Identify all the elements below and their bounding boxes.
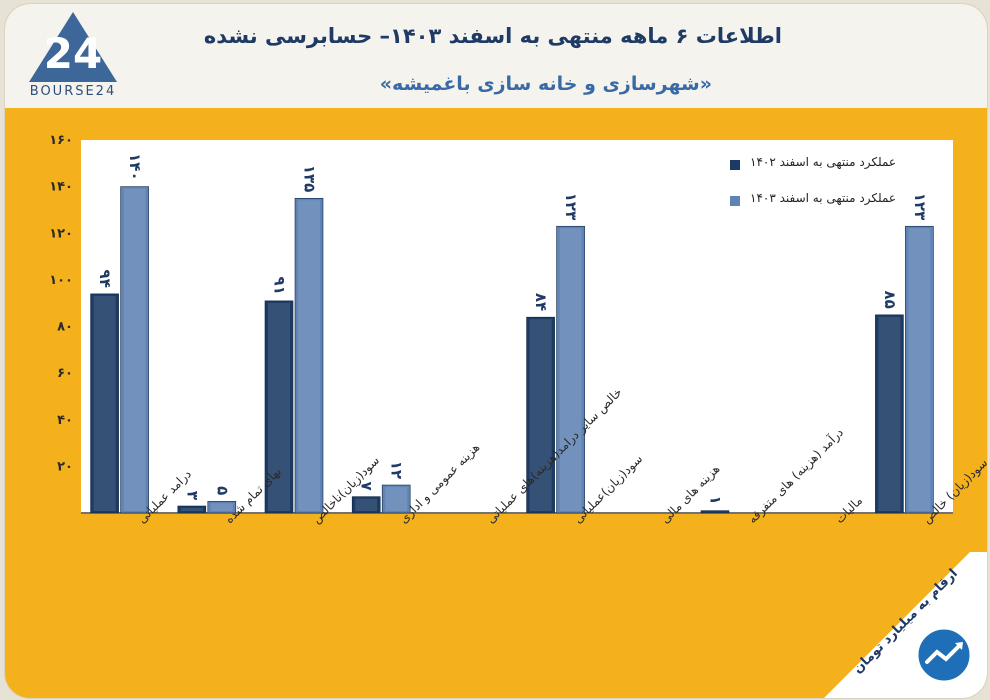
plot-area	[81, 140, 953, 514]
trend-badge-icon	[915, 626, 973, 684]
bar-highlight-0-1	[123, 188, 146, 511]
page-subtitle: «شهرسازی و خانه سازی باغمیشه»	[379, 73, 712, 95]
page-title: اطلاعات ۶ ماهه منتهی به اسفند ۱۴۰۳– حساب…	[203, 24, 782, 48]
bar-1402-3	[351, 496, 381, 514]
svg-text:24: 24	[44, 29, 102, 78]
bar-1403-9	[905, 225, 934, 514]
bar-highlight-1-0	[180, 508, 203, 511]
data-label-1403-1: ۵	[213, 486, 231, 495]
data-label-1402-0: ۹۴	[96, 270, 114, 288]
bar-highlight-5-0	[529, 319, 552, 511]
bar-1402-0	[90, 293, 119, 514]
bar-highlight-0-0	[93, 295, 116, 511]
bar-highlight-9-0	[878, 316, 901, 511]
bar-1402-5	[526, 316, 555, 514]
data-label-1403-9: ۱۲۳	[911, 193, 929, 220]
bar-1402-1	[177, 505, 207, 514]
data-label-1402-2: ۹۱	[271, 277, 289, 295]
bar-chart: ۹۴ ۱۴۰ ۳ ۵ ۹۱ ۱۳۵ ۷ ۱۲ ۸۴ ۱۲۳ ۱ ۸۵ ۱۲۳ ۲۰ ۴۰ ۶۰ ۸۰ ۱۰۰ ۱۲…	[21, 109, 987, 687]
y-tick-label-160: ۱۶۰	[49, 133, 73, 148]
logo-triangle-icon: 24	[29, 12, 117, 82]
legend-swatch-1403	[730, 196, 740, 206]
bar-1403-1	[207, 501, 237, 514]
y-tick-label-40: ۴۰	[57, 413, 73, 428]
y-tick-label-120: ۱۲۰	[49, 226, 73, 241]
bar-1402-9	[875, 314, 904, 514]
header-band: 24 BOURSE24 اطلاعات ۶ ماهه منتهی به اسفن…	[5, 4, 987, 108]
data-label-1402-5: ۸۴	[532, 293, 550, 311]
y-tick-label-60: ۶۰	[57, 366, 73, 381]
bar-1402-2	[264, 300, 294, 514]
data-label-1403-2: ۱۳۵	[301, 165, 319, 192]
y-tick-label-140: ۱۴۰	[49, 180, 73, 195]
data-label-1402-9: ۸۵	[881, 291, 899, 309]
legend-item-1403: عملکرد منتهی به اسفند ۱۴۰۳	[750, 191, 897, 205]
y-tick-label-100: ۱۰۰	[49, 273, 73, 288]
bar-highlight-2-0	[268, 302, 290, 511]
bar-highlight-2-1	[298, 200, 320, 511]
bar-1403-2	[294, 197, 324, 514]
bar-highlight-3-0	[355, 498, 378, 511]
data-label-1402-1: ۳	[183, 491, 201, 500]
bar-highlight-1-1	[210, 503, 233, 511]
bar-1403-0	[120, 186, 149, 514]
data-label-1403-0: ۱۴۰	[126, 153, 144, 180]
bar-highlight-9-1	[908, 228, 931, 511]
bar-highlight-5-1	[559, 228, 582, 511]
data-label-1402-3: ۷	[358, 482, 376, 491]
bar-1403-3	[381, 484, 411, 514]
data-label-1402-7: ۱	[707, 496, 725, 505]
bar-1403-5	[556, 225, 585, 514]
bar-1402-7	[700, 510, 730, 514]
legend-swatch-1402	[730, 160, 740, 170]
logo-text: BOURSE24	[29, 84, 117, 99]
data-label-1403-3: ۱۲	[388, 461, 406, 479]
bourse24-logo: 24 BOURSE24	[27, 10, 119, 106]
bar-highlight-3-1	[385, 487, 408, 511]
chart-card: 24 BOURSE24 اطلاعات ۶ ماهه منتهی به اسفن…	[4, 3, 988, 699]
data-label-1403-5: ۱۲۳	[562, 193, 580, 220]
y-tick-label-80: ۸۰	[57, 320, 73, 335]
legend-item-1402: عملکرد منتهی به اسفند ۱۴۰۲	[750, 155, 897, 169]
y-tick-label-20: ۲۰	[57, 459, 73, 474]
